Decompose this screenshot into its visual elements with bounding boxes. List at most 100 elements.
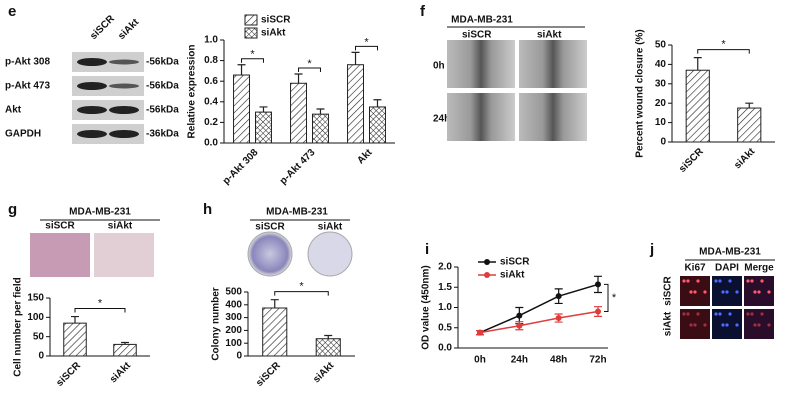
legend-marker — [484, 272, 490, 278]
lane-label: siSCR — [88, 13, 117, 42]
image-detail — [682, 312, 686, 316]
y-axis-label: Colony number — [211, 287, 222, 360]
x-tick-label: siAkt — [732, 146, 758, 172]
y-axis-label: Relative expression — [187, 45, 198, 139]
x-tick-label: siAkt — [108, 360, 134, 386]
column-label: siAkt — [318, 222, 343, 233]
point — [595, 308, 601, 315]
column-label: Merge — [744, 263, 774, 274]
significance-bracket — [274, 291, 329, 296]
image-detail — [72, 100, 144, 120]
significance-label: * — [299, 281, 304, 293]
panel-letter: e — [8, 3, 16, 20]
legend-label: siAkt — [500, 270, 525, 281]
x-tick-label: 24h — [511, 355, 528, 366]
significance-bracket — [241, 58, 264, 63]
y-axis-label: OD value (450nm) — [421, 265, 432, 349]
error-bar — [693, 57, 702, 71]
image-detail — [735, 323, 739, 327]
image-detail — [753, 323, 757, 327]
bar — [312, 113, 329, 144]
significance-label: * — [364, 36, 369, 48]
series-line — [479, 283, 599, 334]
blot-size: -56kDa — [146, 81, 179, 92]
image-detail — [519, 93, 587, 141]
image-detail — [767, 323, 771, 327]
image-detail — [30, 233, 90, 277]
image-detail — [689, 323, 693, 327]
image-detail — [94, 233, 154, 277]
column-label: Ki67 — [684, 263, 706, 274]
error-bar — [259, 106, 268, 113]
error-bar — [373, 99, 382, 107]
bar — [290, 82, 308, 144]
image-detail — [703, 290, 707, 294]
image-detail — [693, 290, 697, 294]
y-tick-label: 0.4 — [204, 96, 218, 107]
bar — [315, 338, 341, 357]
y-tick-label: 1.0 — [204, 35, 218, 46]
error-bar — [237, 64, 246, 76]
image-detail — [767, 290, 771, 294]
x-tick-label: siSCR — [254, 360, 283, 389]
y-tick-label: 0.8 — [204, 55, 218, 66]
row-label: 24h — [433, 114, 450, 125]
image-detail — [714, 312, 718, 316]
panel-letter: f — [420, 3, 426, 20]
image-detail — [721, 323, 725, 327]
point — [516, 312, 523, 319]
significance-bracket — [298, 67, 321, 72]
significance-label: * — [98, 297, 103, 309]
row-label: 0h — [433, 61, 445, 72]
significance-label: * — [307, 58, 312, 70]
legend-label: siAkt — [261, 28, 286, 39]
y-tick-label: 0 — [38, 351, 44, 362]
image-detail — [760, 312, 764, 316]
y-tick-label: 40 — [655, 59, 667, 70]
blot-row-label: Akt — [5, 105, 22, 116]
legend-label: siSCR — [500, 257, 530, 268]
x-tick-label: p-Akt 473 — [278, 147, 318, 187]
x-tick-label: 0h — [474, 355, 486, 366]
y-axis-label: Cell number per field — [13, 277, 24, 376]
image-detail — [109, 106, 139, 114]
y-tick-label: 1.5 — [438, 282, 452, 293]
bar — [737, 107, 762, 143]
x-tick-label: p-Akt 308 — [221, 147, 261, 187]
point — [595, 281, 601, 288]
image-detail — [109, 59, 139, 65]
y-tick-label: 400 — [225, 299, 242, 310]
x-tick-label: 72h — [589, 355, 606, 366]
image-detail — [750, 312, 754, 316]
column-label: siAkt — [108, 221, 133, 232]
error-bar — [324, 334, 333, 339]
panel-title: MDA-MB-231 — [699, 247, 761, 258]
image-detail — [109, 130, 139, 138]
legend-label: siSCR — [261, 15, 291, 26]
panel-title: MDA-MB-231 — [451, 15, 513, 26]
y-tick-label: 0.0 — [204, 138, 218, 149]
y-tick-label: 10 — [655, 117, 667, 128]
panel-letter: h — [203, 201, 212, 218]
y-tick-label: 500 — [225, 287, 242, 298]
image-detail — [72, 124, 144, 144]
point — [477, 329, 483, 336]
x-tick-label: siAkt — [311, 360, 337, 386]
image-detail — [721, 290, 725, 294]
legend-marker — [484, 259, 490, 265]
column-label: siSCR — [462, 30, 492, 41]
error-bar — [71, 315, 79, 324]
bar — [347, 64, 365, 144]
image-detail — [72, 52, 144, 72]
column-label: DAPI — [715, 263, 739, 274]
x-tick-label: 48h — [550, 355, 567, 366]
x-tick-label: Akt — [355, 147, 375, 167]
y-tick-label: 0.5 — [438, 322, 452, 333]
image-detail — [682, 279, 686, 283]
blot-size: -36kDa — [146, 129, 179, 140]
significance-label: * — [250, 49, 255, 61]
image-detail — [247, 231, 293, 277]
error-bar — [121, 341, 129, 345]
lane-label: siAkt — [116, 16, 142, 42]
y-tick-label: 300 — [225, 312, 242, 323]
